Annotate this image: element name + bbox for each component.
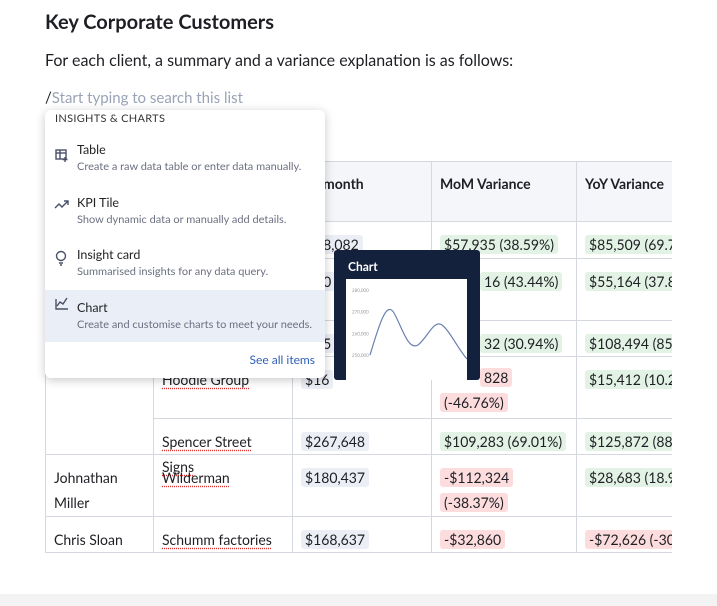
preview-title: Chart	[348, 259, 378, 274]
client-name: Johnathan Miller	[54, 469, 118, 511]
header-cell: MoM Variance	[432, 161, 577, 222]
chart-preview: Chart 280,000 270,000 260,000 250,000	[334, 250, 480, 380]
yoy-value: $108,494 (85.	[585, 334, 672, 353]
highlight	[45, 290, 325, 342]
menu-icons	[54, 149, 69, 310]
yoy-value: $85,509 (69.7	[585, 235, 672, 254]
yoy-cell: $85,509 (69.7	[577, 222, 672, 259]
mom-cell: 16 (43.44%)	[432, 259, 577, 321]
item-description: Summarised insights for any data query.	[77, 265, 269, 278]
company-name: Wilderman	[162, 469, 230, 486]
client-cell: Chris Sloan	[45, 517, 154, 553]
company-name: Schumm factories	[162, 531, 272, 548]
mom-value: (-46.76%)	[440, 393, 508, 412]
yoy-value: -$72,626 (-30	[585, 530, 672, 549]
header-text: MoM Variance	[440, 175, 531, 192]
client-cell: Johnathan Miller	[45, 455, 154, 517]
preview-y-label: 270,000	[352, 310, 369, 315]
yoy-cell: $108,494 (85.	[577, 321, 672, 357]
heading: Key Corporate Customers	[45, 10, 274, 34]
mom-value: 828	[480, 368, 513, 387]
mom-cell: 828 (-46.76%)	[432, 357, 577, 419]
month-cell: $267,648	[293, 419, 432, 455]
search-input[interactable]: /Start typing to search this list	[45, 89, 243, 107]
mom-cell: $109,283 (69.01%)	[432, 419, 577, 455]
yoy-value: $125,872 (88.	[585, 432, 672, 451]
mom-value: -$32,860 (-16.31%)	[440, 530, 508, 554]
item-description: Show dynamic data or manually add detail…	[77, 212, 287, 226]
item-description: Create and customise charts to meet your…	[77, 317, 313, 331]
header-text: YoY Variance	[585, 175, 664, 192]
yoy-cell: $55,164 (37.8	[577, 259, 672, 321]
intro: For each client, a summary and a varianc…	[45, 51, 514, 70]
yoy-cell: -$72,626 (-30	[577, 517, 672, 553]
menu-section: INSIGHTS & CHARTS	[55, 112, 166, 125]
company-cell: Schumm factories	[154, 517, 293, 553]
yoy-cell: $15,412 (10.2	[577, 357, 672, 419]
typed-text: /	[45, 89, 52, 107]
item-title[interactable]: Insight card	[77, 247, 141, 262]
preview-y-label: 250,000	[352, 353, 369, 358]
mom-value: $57,935 (38.59%)	[440, 235, 558, 254]
see-all-link[interactable]: See all items	[249, 352, 315, 367]
mom-value: 32 (30.94%)	[480, 334, 563, 353]
item-title[interactable]: Chart	[77, 299, 108, 315]
mom-value: 16 (43.44%)	[480, 272, 563, 291]
mom-value: -$112,324 (-38.37%)	[440, 468, 514, 512]
preview-y-label: 280,000	[352, 288, 369, 293]
header-cell: YoY Variance	[577, 161, 672, 222]
mom-cell: -$112,324 (-38.37%)	[432, 455, 577, 517]
insert-menu: INSIGHTS & CHARTS Table Create a raw data…	[45, 110, 325, 378]
item-description: Create a raw data table or enter data ma…	[77, 160, 302, 173]
mom-cell: $57,935 (38.59%)	[432, 222, 577, 259]
item-title[interactable]: KPI Tile	[77, 194, 120, 210]
company-cell: Spencer Street Signs	[154, 419, 293, 475]
placeholder: Start typing to search this list	[51, 89, 243, 107]
mom-cell: -$32,860 (-16.31%)	[432, 517, 577, 554]
month-value: $180,437	[301, 468, 370, 487]
month-value: $267,648	[301, 432, 370, 451]
company-cell: Wilderman	[154, 455, 293, 517]
mom-line: (-46.76%)	[440, 390, 568, 415]
mom-line: 828	[440, 365, 568, 390]
preview-chart: 280,000 270,000 260,000 250,000	[346, 279, 467, 380]
footer-strip	[0, 594, 717, 606]
yoy-value: $28,683 (18.9	[585, 468, 672, 487]
mom-cell: 32 (30.94%)	[432, 321, 577, 357]
yoy-cell: $125,872 (88.	[577, 419, 672, 455]
yoy-value: $15,412 (10.2	[585, 370, 672, 389]
month-value: $168,637	[301, 530, 370, 549]
client-name: Chris Sloan	[54, 531, 123, 548]
month-cell: $180,437	[293, 455, 432, 517]
company-name: Spencer Street Signs	[162, 433, 252, 475]
yoy-cell: $28,683 (18.9	[577, 455, 672, 517]
preview-y-label: 260,000	[352, 331, 369, 336]
header-text: month	[323, 175, 364, 192]
month-cell: $168,637	[293, 517, 432, 553]
mom-value: $109,283 (69.01%)	[440, 432, 567, 451]
yoy-value: $55,164 (37.8	[585, 272, 672, 291]
item-title[interactable]: Table	[77, 142, 106, 157]
